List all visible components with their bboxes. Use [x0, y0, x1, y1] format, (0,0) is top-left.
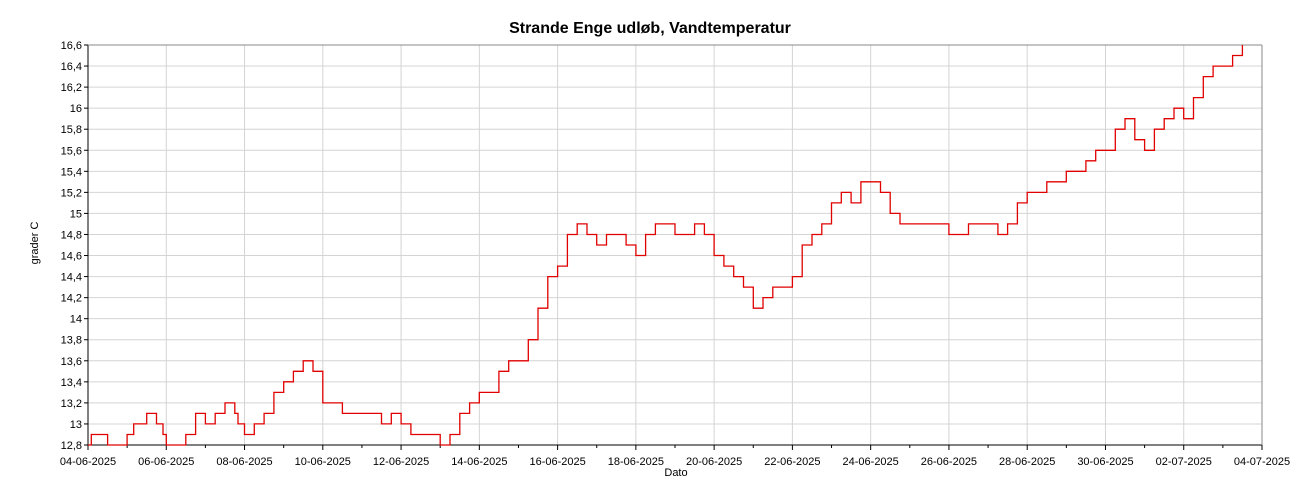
x-tick-label: 22-06-2025: [764, 456, 820, 468]
x-tick-label: 06-06-2025: [138, 456, 194, 468]
y-tick-label: 15,4: [61, 166, 82, 178]
x-tick-label: 26-06-2025: [921, 456, 977, 468]
x-tick-label: 14-06-2025: [451, 456, 507, 468]
x-tick-label: 30-06-2025: [1077, 456, 1133, 468]
y-tick-label: 12,8: [61, 440, 82, 452]
y-tick-label: 16,2: [61, 82, 82, 94]
y-tick-label: 16: [70, 103, 82, 115]
y-tick-label: 15: [70, 208, 82, 220]
axes: 12,8 13 13,2 13,4 13,6 13,8 14 14,2 14,4 14,6 14,8…: [60, 40, 1290, 468]
x-tick-label: 12-06-2025: [373, 456, 429, 468]
y-tick-label: 16,4: [61, 61, 82, 73]
x-tick-label: 18-06-2025: [608, 456, 664, 468]
series-line-0: [88, 45, 1244, 446]
x-tick-label: 20-06-2025: [686, 456, 742, 468]
y-tick-label: 15,2: [61, 187, 82, 199]
y-tick-label: 13: [70, 419, 82, 431]
y-tick-label: 14,6: [61, 251, 82, 263]
x-tick-label: 28-06-2025: [999, 456, 1055, 468]
y-tick-label: 15,6: [61, 145, 82, 157]
y-tick-label: 15,8: [61, 124, 82, 136]
x-tick-label: 10-06-2025: [295, 456, 351, 468]
x-tick-label: 08-06-2025: [216, 456, 272, 468]
x-tick-label: 04-06-2025: [60, 456, 116, 468]
y-tick-label: 14,2: [61, 293, 82, 305]
series-layer: [88, 45, 1244, 446]
x-tick-label: 24-06-2025: [843, 456, 899, 468]
x-tick-label: 04-07-2025: [1234, 456, 1290, 468]
y-tick-label: 16,6: [61, 40, 82, 52]
y-tick-label: 13,4: [61, 377, 82, 389]
y-tick-label: 14,4: [61, 272, 82, 284]
y-tick-label: 13,8: [61, 335, 82, 347]
grid: [87, 44, 1263, 446]
y-tick-label: 13,6: [61, 356, 82, 368]
y-tick-label: 14: [70, 314, 82, 326]
y-tick-label: 13,2: [61, 398, 82, 410]
x-tick-label: 02-07-2025: [1156, 456, 1212, 468]
x-tick-label: 16-06-2025: [529, 456, 585, 468]
y-tick-label: 14,8: [61, 229, 82, 241]
x-axis-label: Dato: [664, 467, 688, 479]
chart-title: Strande Enge udløb, Vandtemperatur: [509, 20, 791, 37]
